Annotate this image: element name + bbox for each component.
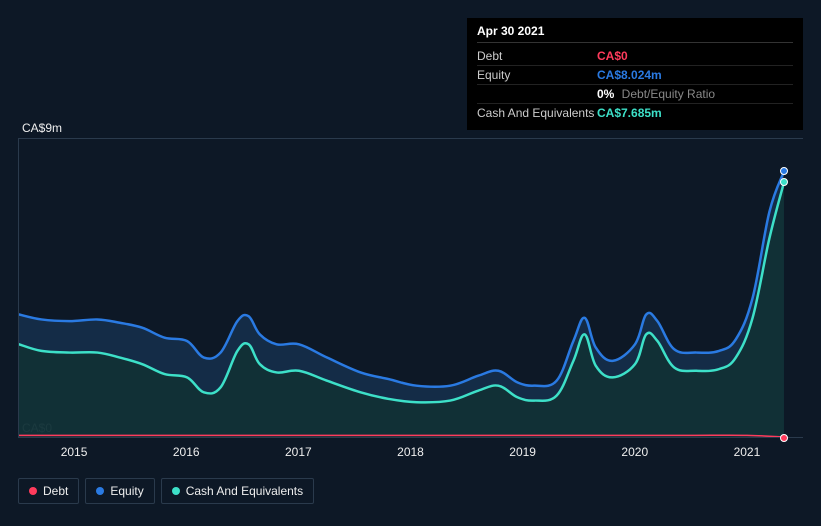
legend-dot-icon <box>29 487 37 495</box>
legend-label: Debt <box>43 484 68 498</box>
x-axis-tick: 2021 <box>734 445 761 459</box>
legend-item[interactable]: Equity <box>85 478 154 504</box>
tooltip-row-value: 0% Debt/Equity Ratio <box>597 87 715 101</box>
x-axis: 2015 2016 2017 2018 2019 2020 2021 <box>18 445 803 459</box>
y-axis-max-label: CA$9m <box>22 121 62 135</box>
x-axis-tick: 2015 <box>61 445 88 459</box>
legend-dot-icon <box>172 487 180 495</box>
tooltip-row-value: CA$0 <box>597 49 628 63</box>
legend-label: Cash And Equivalents <box>186 484 303 498</box>
tooltip-row-value: CA$8.024m <box>597 68 662 82</box>
x-axis-tick: 2019 <box>509 445 536 459</box>
tooltip-row-label: Cash And Equivalents <box>477 106 597 120</box>
series-end-marker <box>780 434 788 442</box>
hover-tooltip: Apr 30 2021 DebtCA$0EquityCA$8.024m0% De… <box>467 18 803 130</box>
chart-plot-area <box>18 138 803 438</box>
tooltip-row-sublabel: Debt/Equity Ratio <box>618 87 715 101</box>
series-end-marker <box>780 178 788 186</box>
legend-dot-icon <box>96 487 104 495</box>
tooltip-row: EquityCA$8.024m <box>477 66 793 85</box>
x-axis-tick: 2020 <box>621 445 648 459</box>
tooltip-row: 0% Debt/Equity Ratio <box>477 85 793 104</box>
tooltip-row: Cash And EquivalentsCA$7.685m <box>477 104 793 122</box>
legend-item[interactable]: Debt <box>18 478 79 504</box>
tooltip-row: DebtCA$0 <box>477 47 793 66</box>
x-axis-tick: 2017 <box>285 445 312 459</box>
tooltip-row-label: Debt <box>477 49 597 63</box>
tooltip-row-label: Equity <box>477 68 597 82</box>
legend-label: Equity <box>110 484 143 498</box>
tooltip-date: Apr 30 2021 <box>477 24 793 43</box>
x-axis-tick: 2018 <box>397 445 424 459</box>
chart-svg <box>19 139 803 437</box>
legend-item[interactable]: Cash And Equivalents <box>161 478 314 504</box>
legend: Debt Equity Cash And Equivalents <box>18 478 314 504</box>
tooltip-row-label <box>477 87 597 101</box>
tooltip-row-value: CA$7.685m <box>597 106 662 120</box>
series-end-marker <box>780 167 788 175</box>
x-axis-tick: 2016 <box>173 445 200 459</box>
